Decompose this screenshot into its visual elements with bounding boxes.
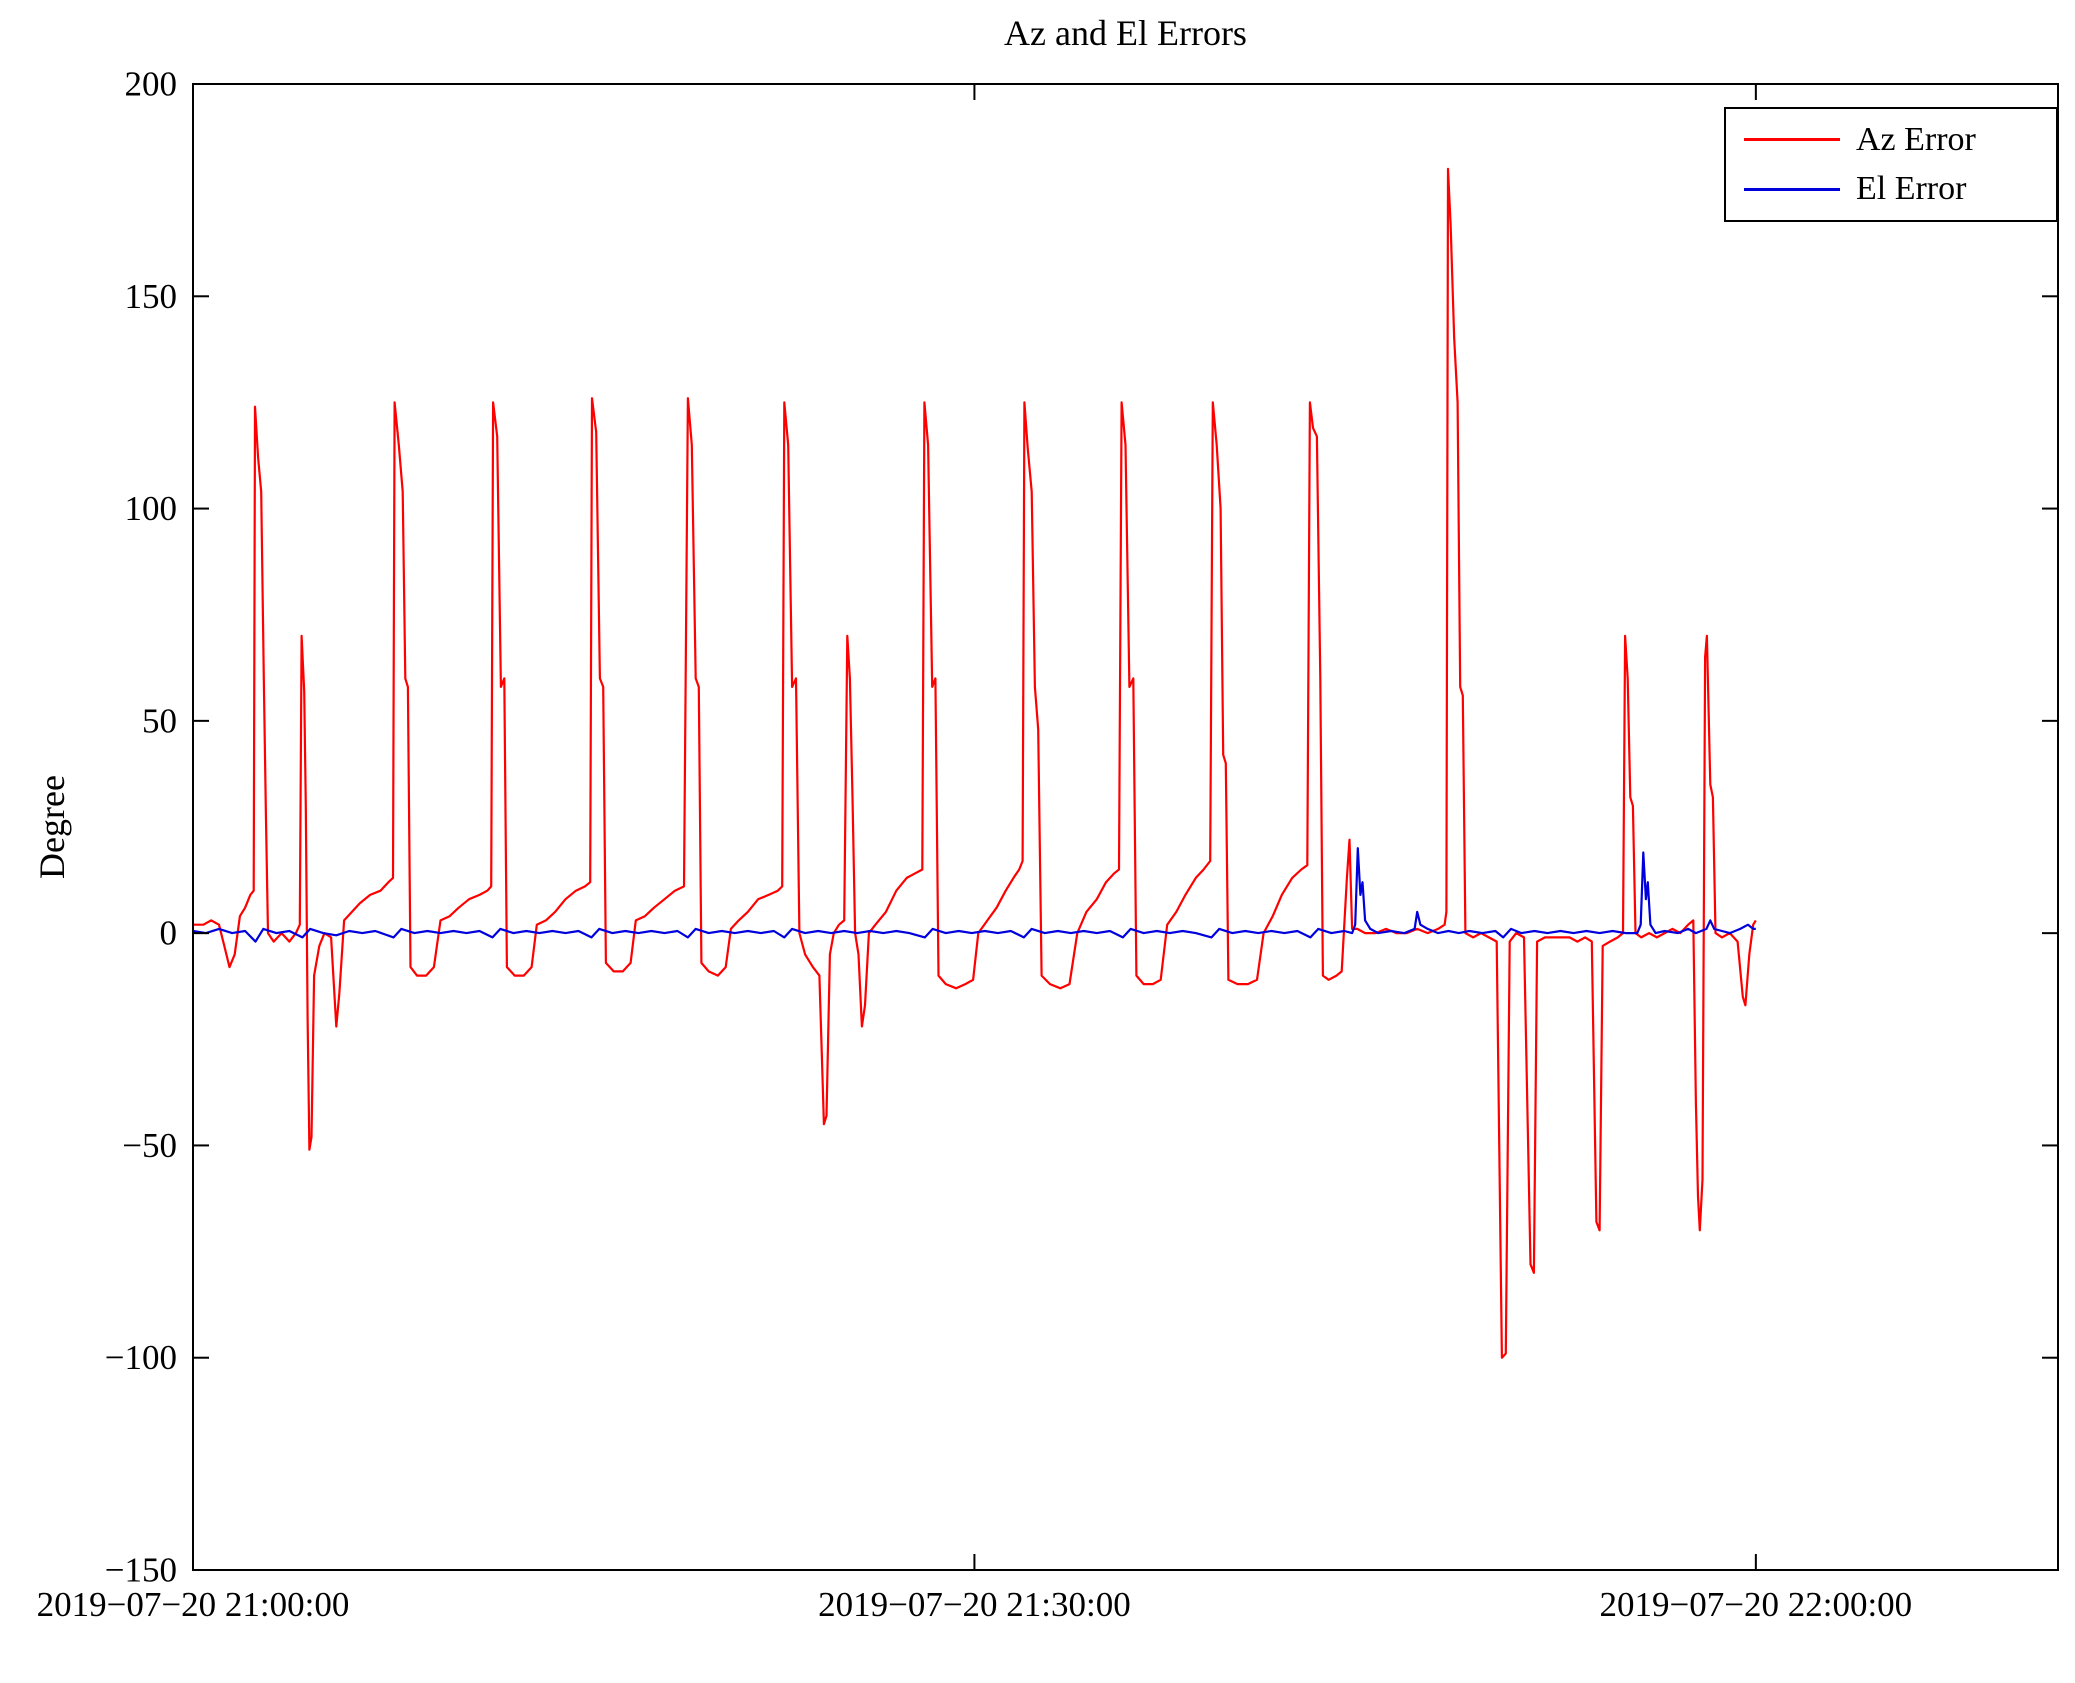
legend-entry-el: El Error (1744, 170, 2038, 207)
chart-title: Az and El Errors (1004, 13, 1247, 53)
x-tick-label: 2019−07−20 21:30:00 (818, 1585, 1131, 1624)
az-error-series (193, 167, 1757, 1359)
y-tick-label: 200 (125, 65, 178, 104)
y-tick-label: 50 (142, 701, 177, 740)
x-tick-label: 2019−07−20 21:00:00 (37, 1585, 350, 1624)
y-tick-label: −100 (105, 1338, 177, 1377)
legend: Az Error El Error (1724, 107, 2058, 222)
legend-label-az: Az Error (1856, 121, 1976, 158)
el-error-series (192, 847, 1756, 943)
az-error-line-swatch (1744, 138, 1840, 142)
el-error-line-swatch (1744, 187, 1840, 191)
y-tick-label: −50 (122, 1126, 177, 1165)
y-tick-label: 150 (125, 277, 178, 316)
legend-entry-az: Az Error (1744, 121, 2038, 158)
legend-label-el: El Error (1856, 170, 1967, 208)
y-tick-label: 100 (125, 489, 178, 528)
y-tick-label: −150 (105, 1551, 177, 1590)
axes-box (192, 83, 2059, 1571)
y-tick-label: 0 (160, 914, 178, 953)
x-tick-label: 2019−07−20 22:00:00 (1600, 1585, 1913, 1624)
